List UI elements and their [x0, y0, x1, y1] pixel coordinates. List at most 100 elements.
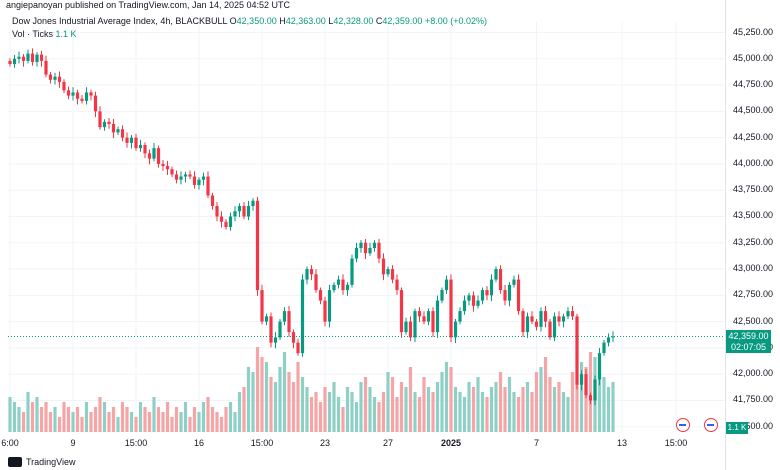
volume-bar	[233, 412, 237, 432]
volume-bar	[156, 407, 161, 432]
legend-volume: Vol · Ticks 1.1 K	[12, 29, 77, 39]
candle-body	[84, 92, 89, 101]
price-tick-label: 44,500.00	[733, 105, 774, 116]
candle-body	[323, 300, 327, 322]
last-volume-tag: 1.1 K	[726, 422, 748, 434]
volume-bar	[390, 377, 395, 432]
candle-body	[62, 81, 66, 91]
candle-body	[512, 279, 516, 285]
candle-body	[89, 92, 93, 96]
candle-body	[327, 290, 332, 322]
candle-body	[287, 311, 291, 333]
candle-body	[579, 374, 584, 385]
volume-bar	[332, 382, 336, 432]
candle-body	[44, 60, 48, 75]
volume-bar	[125, 407, 129, 432]
volume-bar	[264, 362, 269, 432]
candle-body	[242, 205, 246, 217]
candle-body	[440, 290, 444, 301]
volume-bar	[431, 392, 435, 432]
volume-bar	[516, 397, 521, 432]
volume-bar	[53, 407, 57, 432]
candle-body	[521, 311, 525, 333]
candle-body	[458, 311, 462, 322]
candle-body	[350, 258, 354, 285]
candle-body	[21, 56, 26, 61]
volume-bar	[485, 397, 489, 432]
candle-body	[404, 321, 408, 333]
volume-bar	[134, 417, 138, 432]
volume-bar	[116, 417, 120, 432]
economic-event-icon[interactable]	[676, 418, 690, 432]
candle-body	[507, 284, 512, 301]
candle-body	[228, 216, 233, 227]
candle-body	[296, 342, 300, 354]
candle-body	[53, 76, 57, 80]
volume-bar	[170, 417, 174, 432]
candle-body	[282, 311, 287, 322]
candle-body	[417, 311, 422, 317]
candle-body	[476, 300, 480, 306]
candle-body	[462, 300, 467, 312]
candle-body	[273, 337, 278, 343]
volume-bar	[282, 352, 287, 432]
candle-body	[246, 205, 251, 217]
volume-bar	[89, 412, 93, 432]
candle-body	[107, 121, 111, 124]
candle-body	[57, 76, 62, 82]
volume-bar	[467, 382, 471, 432]
volume-bar	[453, 387, 458, 432]
volume-bar	[395, 397, 399, 432]
candle-body	[147, 153, 152, 159]
volume-bar	[21, 412, 26, 432]
volume-bar	[26, 392, 30, 432]
candle-body	[17, 56, 21, 59]
candle-body	[80, 98, 84, 101]
volume-bar	[471, 387, 476, 432]
time-tick-label: 9	[70, 438, 76, 448]
candle-body	[368, 248, 372, 254]
candle-body	[372, 242, 377, 249]
candle-body	[548, 321, 552, 338]
volume-bar	[489, 387, 494, 432]
candle-body	[264, 316, 269, 322]
time-tick-label: 7	[533, 438, 540, 448]
volume-bar	[12, 402, 17, 432]
candle-body	[300, 279, 305, 354]
volume-bar	[561, 392, 566, 432]
footer-brand[interactable]: TradingView	[8, 457, 76, 467]
candle-body	[561, 316, 566, 322]
candle-body	[30, 53, 35, 62]
price-tick-label: 41,750.00	[733, 394, 774, 405]
volume-bar	[197, 412, 201, 432]
candle-body	[93, 95, 98, 112]
price-tick-label: 43,000.00	[733, 263, 774, 274]
legend-symbol: Dow Jones Industrial Average Index, 4h, …	[12, 16, 228, 26]
candle-body	[575, 316, 579, 385]
candle-body	[530, 316, 534, 322]
candle-body	[363, 242, 368, 254]
volume-bar	[93, 407, 98, 432]
economic-event-icon[interactable]	[704, 418, 718, 432]
candle-body	[584, 374, 588, 396]
volume-bar	[440, 372, 444, 432]
volume-bar	[368, 387, 372, 432]
volume-bar	[102, 402, 107, 432]
candle-body	[413, 311, 417, 338]
candle-body	[588, 395, 593, 401]
volume-bar	[503, 387, 507, 432]
volume-bar	[30, 402, 35, 432]
price-tick-label: 44,250.00	[733, 131, 774, 142]
volume-bar	[597, 372, 602, 432]
candle-body	[161, 163, 165, 167]
footer-brand-name: TradingView	[26, 457, 76, 467]
candle-body	[255, 200, 260, 291]
volume-bar	[512, 392, 516, 432]
price-tick-label: 43,500.00	[733, 210, 774, 221]
time-tick-label: 6:00	[1, 438, 19, 448]
volume-bar	[422, 377, 426, 432]
candle-body	[75, 92, 80, 99]
volume-bar	[278, 367, 282, 432]
